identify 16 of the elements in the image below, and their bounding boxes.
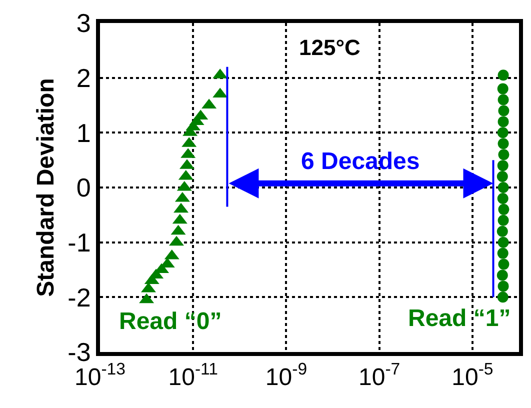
x-tick-label: 10$^{-7}$ [358, 360, 400, 391]
y-tick-label: -3 [68, 337, 91, 368]
x-tick-label: 10$^{-9}$ [265, 360, 308, 391]
y-tick-label: 0 [76, 172, 91, 203]
series-label: Read “0” [119, 308, 222, 335]
y-tick-label: -1 [68, 227, 91, 258]
annotation: 6 Decades [301, 148, 420, 175]
y-tick-label: 3 [76, 8, 91, 38]
text: 125°C [299, 35, 361, 60]
y-tick-label: 1 [76, 118, 91, 148]
x-tick-label: 10$^{-11}$ [168, 360, 218, 391]
y-tick-label: 2 [76, 62, 91, 93]
series-label: Read “1” [408, 305, 511, 332]
y-tick-label: -2 [68, 282, 91, 312]
y-axis-title: Standard Deviation [32, 78, 60, 297]
x-tick-label: 10$^{-5}$ [452, 360, 494, 391]
